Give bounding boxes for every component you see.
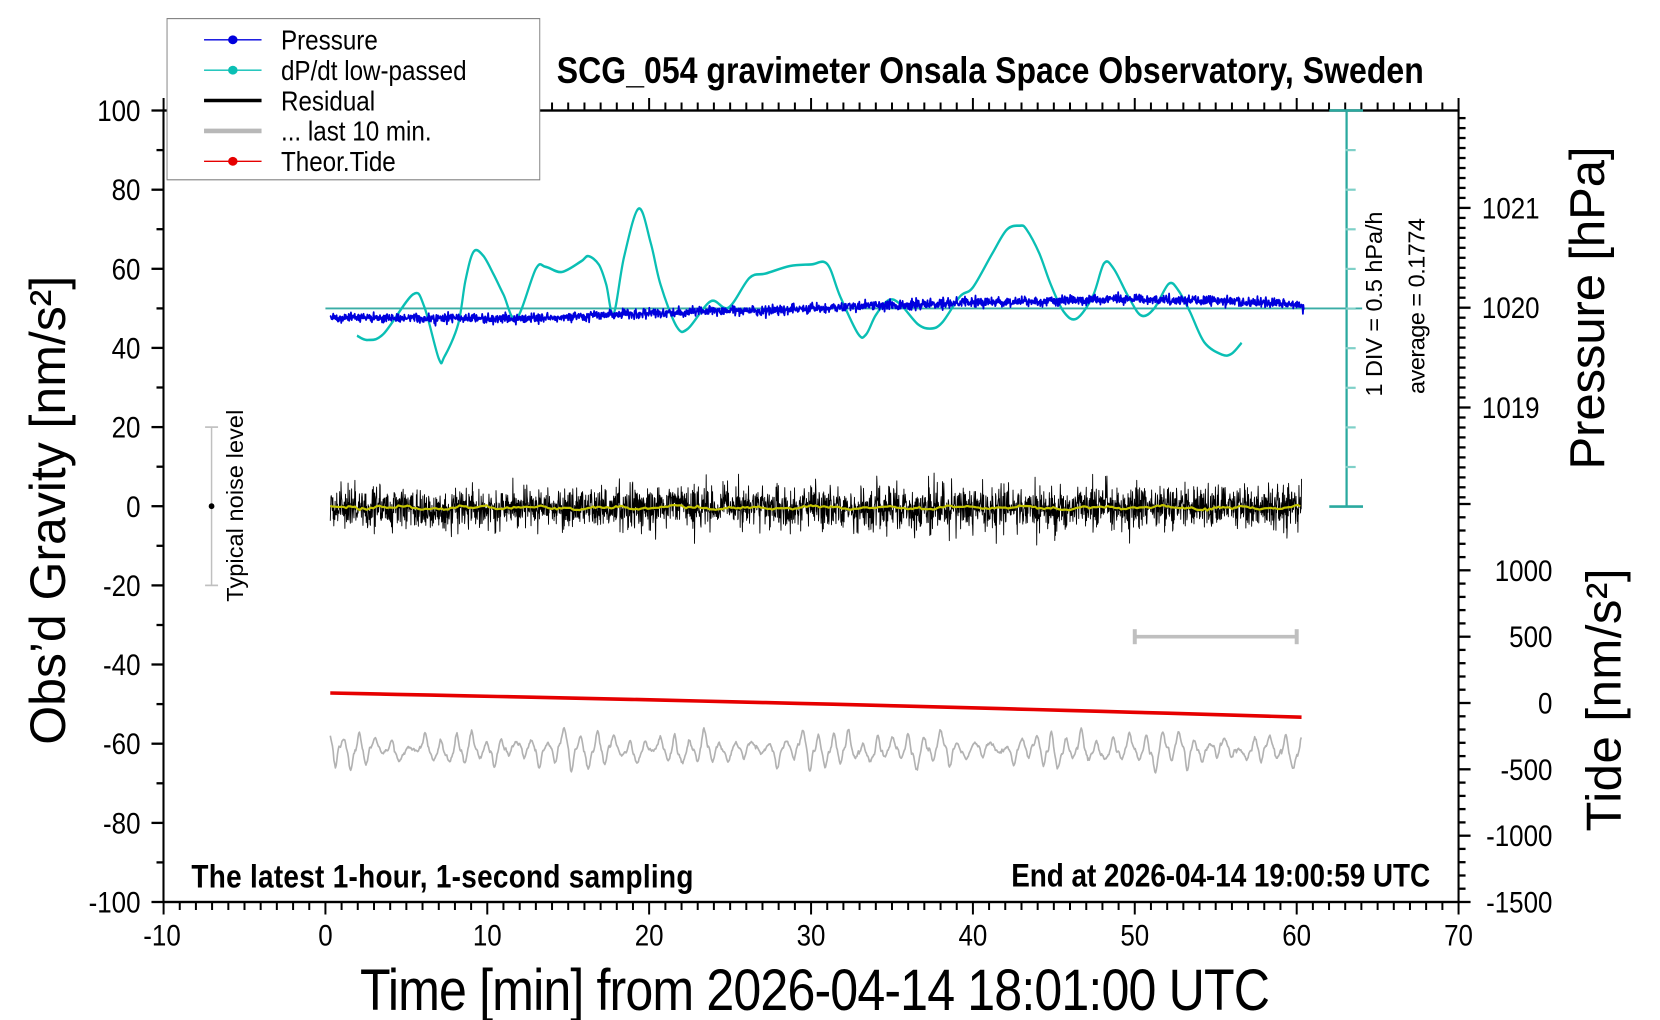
svg-text:Pressure [hPa]: Pressure [hPa] <box>1561 147 1615 470</box>
svg-text:Residual: Residual <box>281 85 375 117</box>
svg-text:Tide [nm/s²]: Tide [nm/s²] <box>1578 569 1632 832</box>
svg-text:10: 10 <box>473 919 502 952</box>
svg-text:average = 0.1774: average = 0.1774 <box>1404 218 1430 394</box>
svg-text:1019: 1019 <box>1482 391 1540 424</box>
svg-text:60: 60 <box>1282 919 1311 952</box>
svg-text:-40: -40 <box>103 648 140 681</box>
svg-text:20: 20 <box>635 919 664 952</box>
svg-text:40: 40 <box>112 332 141 365</box>
svg-text:0: 0 <box>1538 687 1552 720</box>
svg-text:Pressure: Pressure <box>281 24 378 56</box>
svg-text:1000: 1000 <box>1495 554 1553 587</box>
svg-text:50: 50 <box>1120 919 1149 952</box>
svg-text:End at 2026-04-14 19:00:59 UTC: End at 2026-04-14 19:00:59 UTC <box>1011 859 1430 894</box>
svg-text:-60: -60 <box>103 727 140 760</box>
svg-text:dP/dt low-passed: dP/dt low-passed <box>281 54 467 86</box>
svg-text:Theor.Tide: Theor.Tide <box>281 145 396 177</box>
svg-text:500: 500 <box>1509 620 1552 653</box>
svg-text:1 DIV = 0.5 hPa/h: 1 DIV = 0.5 hPa/h <box>1361 212 1387 397</box>
svg-text:0: 0 <box>318 919 332 952</box>
svg-text:80: 80 <box>112 173 141 206</box>
svg-text:40: 40 <box>958 919 987 952</box>
svg-text:60: 60 <box>112 253 141 286</box>
svg-text:30: 30 <box>797 919 826 952</box>
svg-text:-20: -20 <box>103 569 140 602</box>
svg-text:0: 0 <box>126 490 140 523</box>
svg-text:1020: 1020 <box>1482 291 1540 324</box>
svg-text:SCG_054 gravimeter Onsala Spac: SCG_054 gravimeter Onsala Space Observat… <box>557 51 1424 92</box>
svg-text:70: 70 <box>1444 919 1473 952</box>
svg-text:-80: -80 <box>103 807 140 840</box>
svg-text:-100: -100 <box>89 886 141 919</box>
svg-text:Time [min] from 2026-04-14 18:: Time [min] from 2026-04-14 18:01:00 UTC <box>360 959 1270 1020</box>
svg-text:... last 10 min.: ... last 10 min. <box>281 115 432 147</box>
svg-text:1021: 1021 <box>1482 192 1540 225</box>
svg-text:-1500: -1500 <box>1486 886 1552 919</box>
svg-text:The latest 1-hour, 1-second sa: The latest 1-hour, 1-second sampling <box>191 860 693 895</box>
svg-text:-10: -10 <box>143 919 180 952</box>
svg-text:20: 20 <box>112 411 141 444</box>
svg-text:-1000: -1000 <box>1486 819 1552 852</box>
svg-text:-500: -500 <box>1501 753 1553 786</box>
svg-text:Obs’d Gravity [nm/s²]: Obs’d Gravity [nm/s²] <box>20 276 76 745</box>
svg-text:Typical noise level: Typical noise level <box>222 410 248 602</box>
svg-text:100: 100 <box>97 94 140 127</box>
